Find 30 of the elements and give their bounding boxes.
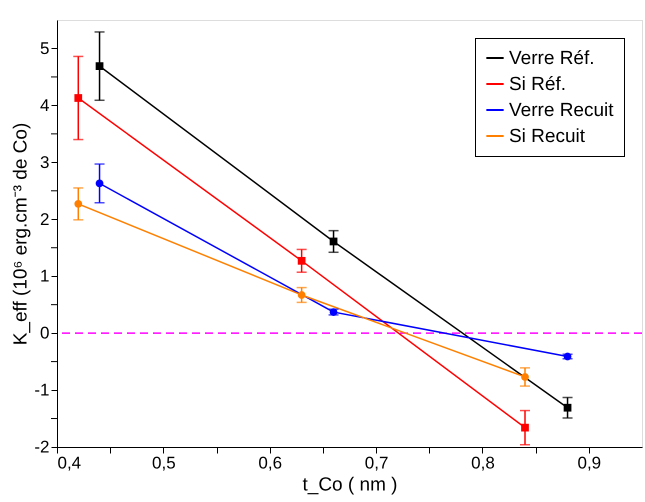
y-tick-label: 3 <box>40 152 50 172</box>
point <box>564 404 572 412</box>
x-tick-label: 0,9 <box>578 454 602 472</box>
point <box>74 94 82 102</box>
x-tick-label: 0,8 <box>471 454 495 472</box>
point <box>521 424 529 432</box>
y-tick-label: -1 <box>34 380 50 400</box>
legend-label: Verre Réf. <box>509 48 595 69</box>
point <box>298 291 306 299</box>
point <box>330 238 338 246</box>
legend-label: Verre Recuit <box>509 100 614 121</box>
y-tick-label: 2 <box>40 210 50 229</box>
y-tick-label: 5 <box>40 38 50 58</box>
point <box>74 200 82 208</box>
point <box>96 62 104 70</box>
y-tick-label: 4 <box>40 96 50 115</box>
x-tick-label: 0,7 <box>364 454 388 472</box>
legend-label: Si Réf. <box>509 74 566 95</box>
y-tick-label: 1 <box>40 266 50 286</box>
y-axis-title: K_eff (10⁶ erg.cm⁻³ de Co) <box>10 122 32 346</box>
point <box>96 180 104 188</box>
x-tick-label: 0,6 <box>258 454 282 472</box>
x-tick-label: 0,4 <box>58 454 82 472</box>
legend-label: Si Recuit <box>509 126 586 147</box>
y-tick-label: 0 <box>40 324 50 343</box>
point <box>298 256 306 265</box>
y-tick-label: -2 <box>34 438 50 456</box>
point <box>521 373 529 381</box>
x-tick-label: 0,5 <box>152 454 176 472</box>
x-axis-title: t_Co ( nm ) <box>302 474 398 496</box>
